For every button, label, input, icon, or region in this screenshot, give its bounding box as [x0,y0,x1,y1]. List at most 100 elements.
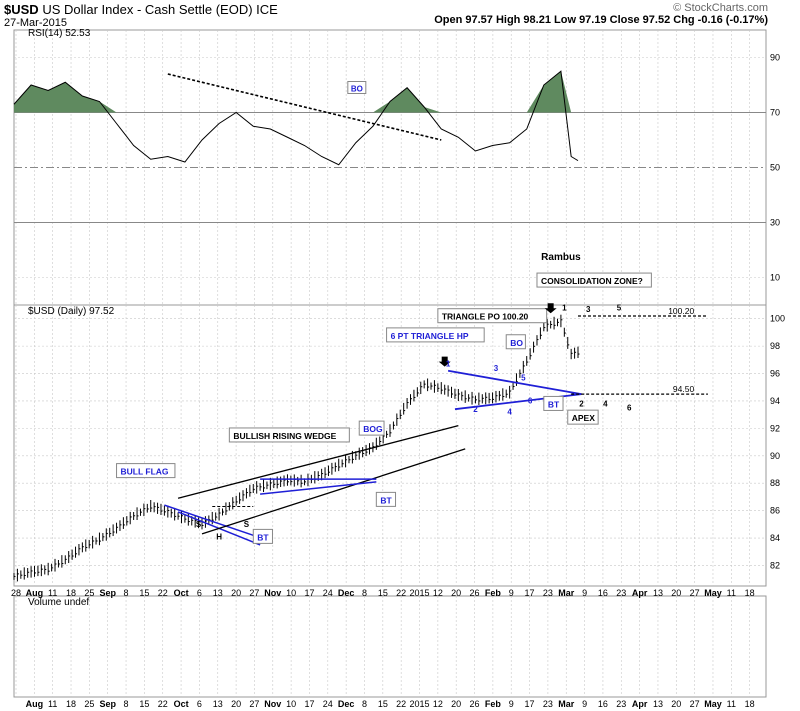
bt-callout-triangle-label: BT [548,399,560,409]
volume-x-tick-label: 17 [304,699,314,709]
volume-x-tick-label: 12 [433,699,443,709]
price-x-tick-label: 27 [249,588,259,598]
price-panel-frame [13,304,767,587]
volume-panel-frame [13,595,767,698]
bt-callout-wedge-box [375,491,397,507]
apex-callout-box [567,409,599,425]
rsi-y-tick-label: 90 [770,53,780,63]
price-x-tick-label: Nov [264,588,281,598]
level-9450-label: 94.50 [673,384,695,394]
chart-symbol-header: $USD US Dollar Index - Cash Settle (EOD)… [4,2,278,17]
rsi-overbought-fill [14,71,578,113]
triangle-arrow [438,356,451,367]
volume-x-tick-label: Dec [338,699,355,709]
triangle-point-4: 4 [507,408,512,417]
bull-flag-callout-box [116,463,176,479]
bt-callout-flag-label: BT [257,532,269,542]
price-x-tick-label: 8 [362,588,367,598]
price-x-tick-label: 22 [158,588,168,598]
volume-x-tick-label: 10 [286,699,296,709]
rsi-y-tick-label: 70 [770,108,780,118]
volume-x-tick-label: 23 [543,699,553,709]
price-x-tick-label: 11 [48,588,57,598]
bull-flag-upper-line [164,504,254,536]
triangle-upper-line [447,369,582,395]
price-x-tick-label: 9 [582,588,587,598]
price-x-tick-label: 24 [323,588,333,598]
volume-x-tick-label: Sep [99,699,116,709]
price-x-tick-label: 20 [451,588,461,598]
wedge-upper-line [177,424,459,499]
volume-x-tick-label: 27 [690,699,700,709]
bog-callout-label: BOG [363,424,383,434]
ohlc-readout: Open 97.57 High 98.21 Low 97.19 Close 97… [434,14,768,26]
bt-callout-flag-box [252,528,273,544]
volume-x-tick-label: 15 [139,699,149,709]
volume-title: Volume undef [28,597,89,608]
price-y-tick-label: 90 [770,451,780,461]
bt-callout-triangle-box [543,395,564,411]
price-y-tick-label: 98 [770,341,780,351]
consolidation-point-5: 5 [617,303,622,312]
price-y-tick-label: 94 [770,396,780,406]
volume-x-tick-label: 2015 [409,699,429,709]
price-x-tick-label: 11 [727,588,736,598]
price-y-tick-label: 96 [770,369,780,379]
consolidation-point-1: 1 [562,303,567,312]
triangle-po-callout-label: TRIANGLE PO 100.20 [442,312,529,322]
wedge-flag-lower [260,481,377,495]
volume-x-tick-label: 22 [396,699,406,709]
volume-x-tick-label: 20 [451,699,461,709]
price-x-tick-label: Mar [558,588,575,598]
price-x-tick-label: 26 [470,588,480,598]
consolidation-callout-label: CONSOLIDATION ZONE? [541,276,643,286]
rsi-line [13,70,579,166]
volume-x-tick-label: Aug [26,699,44,709]
exchange: ICE [256,2,278,17]
volume-x-tick-label: 9 [509,699,514,709]
price-x-tick-label: 27 [690,588,700,598]
price-x-tick-label: 25 [84,588,94,598]
volume-x-tick-label: 18 [745,699,755,709]
price-x-tick-label: 20 [671,588,681,598]
triangle-point-1: 1 [446,360,451,369]
hs-right-shoulder: S [244,520,250,529]
price-y-tick-label: 84 [770,533,780,543]
consolidation-point-6: 6 [627,404,632,413]
price-x-tick-label: Apr [632,588,648,598]
volume-x-tick-label: 13 [213,699,223,709]
price-y-tick-label: 100 [770,314,785,324]
volume-x-tick-label: 25 [84,699,94,709]
price-x-tick-label: 16 [598,588,608,598]
rsi-y-tick-label: 30 [770,218,780,228]
volume-x-tick-label: May [704,699,722,709]
bull-flag-callout-label: BULL FLAG [121,467,169,477]
volume-x-tick-label: Nov [264,699,281,709]
triangle-point-5: 5 [521,373,526,382]
volume-x-tick-label: 11 [48,699,57,709]
chart-date: 27-Mar-2015 [4,17,67,29]
price-x-tick-label: 13 [213,588,223,598]
level-10020-label: 100.20 [668,306,694,316]
price-x-tick-label: 23 [543,588,553,598]
bog-callout-box [358,420,385,436]
price-title: $USD (Daily) 97.52 [28,306,115,317]
price-x-tick-label: 12 [433,588,443,598]
triangle-point-2: 2 [473,405,478,414]
volume-x-tick-label: 15 [378,699,388,709]
price-y-tick-label: 82 [770,560,780,570]
price-x-tick-label: 18 [66,588,76,598]
rsi-bo-callout [347,81,367,94]
volume-x-tick-label: 8 [362,699,367,709]
volume-x-tick-label: Apr [632,699,648,709]
price-x-tick-label: 17 [525,588,535,598]
volume-x-tick-label: Oct [174,699,189,709]
consolidation-callout-box [536,272,652,288]
triangle-point-6: 6 [528,397,533,406]
rsi-y-tick-label: 10 [770,273,780,283]
volume-x-tick-label: 11 [727,699,736,709]
symbol: $USD [4,2,39,17]
consolidation-point-4: 4 [603,399,608,408]
volume-x-tick-label: 22 [158,699,168,709]
wedge-lower-line [201,448,466,535]
